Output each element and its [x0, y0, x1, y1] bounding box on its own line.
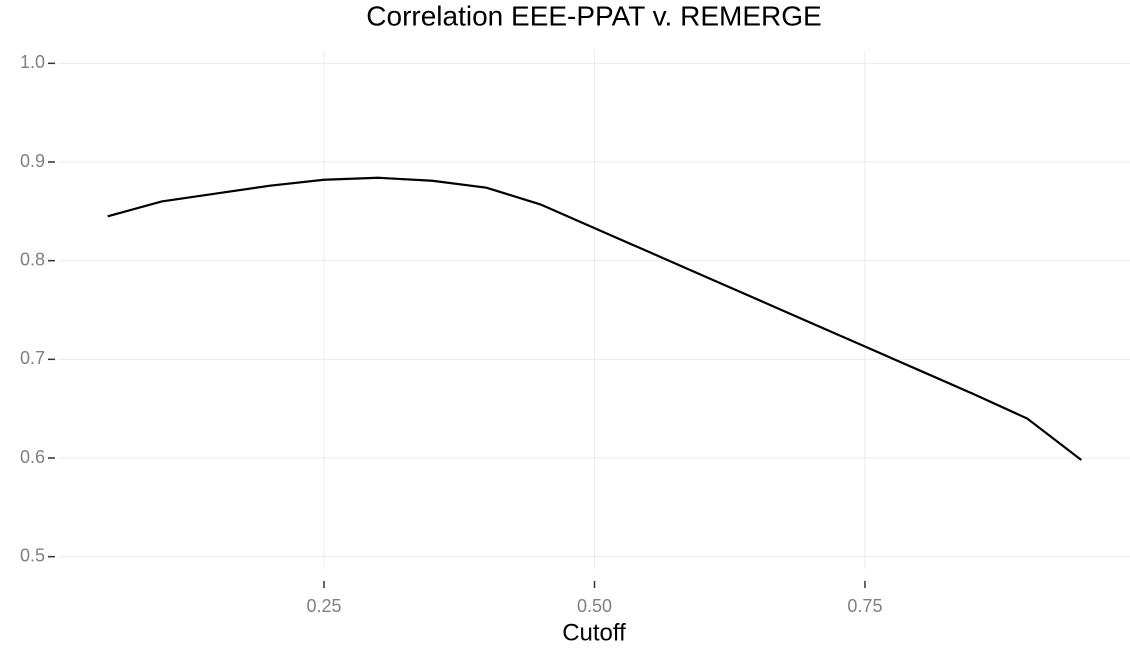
- y-tick-label: 0.7: [20, 348, 45, 368]
- x-tick-label: 0.25: [307, 596, 342, 616]
- y-tick-label: 0.8: [20, 249, 45, 269]
- y-tick-label: 0.6: [20, 447, 45, 467]
- line: [107, 176, 1082, 461]
- y-tick-label: 1.0: [20, 52, 45, 72]
- y-tick-label: 0.5: [20, 545, 45, 565]
- x-tick-label: 0.75: [847, 596, 882, 616]
- x-tick-label: 0.50: [577, 596, 612, 616]
- y-tick-label: 0.9: [20, 151, 45, 171]
- x-axis-label: Cutoff: [562, 619, 626, 646]
- chart-title: Correlation EEE-PPAT v. REMERGE: [366, 0, 821, 31]
